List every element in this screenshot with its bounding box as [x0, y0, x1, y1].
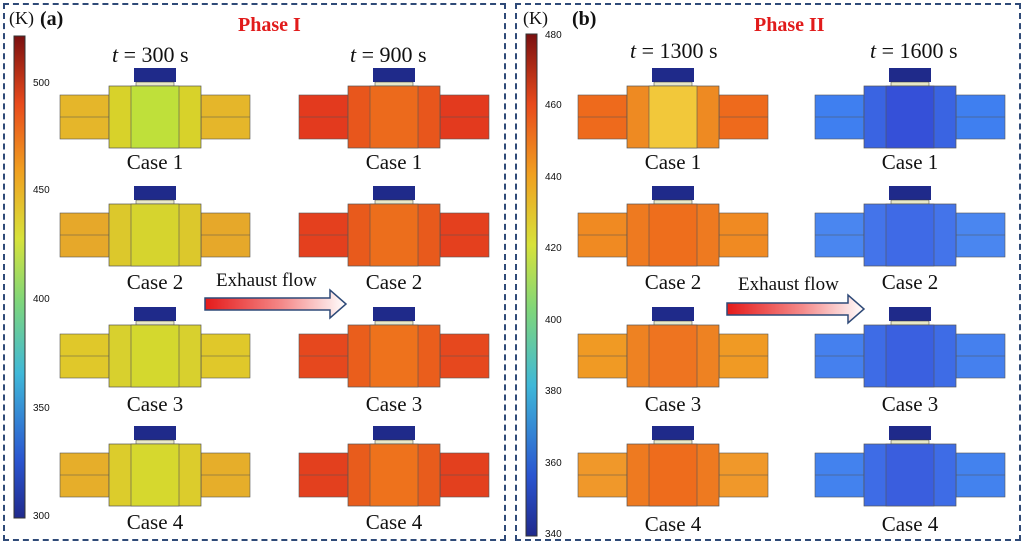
- heatsink-fins: [890, 81, 930, 87]
- panel-a-frame: [3, 3, 506, 541]
- time-label-a1: t = 300 s: [112, 42, 189, 67]
- heatsink-fins: [374, 199, 414, 205]
- heatsink-block: [889, 426, 931, 440]
- generator-core: [369, 324, 419, 388]
- case-label: Case 2: [365, 270, 423, 294]
- colorbar-b-tick: 340: [545, 529, 562, 540]
- heatsink-fins: [890, 199, 930, 205]
- heatsink-fins: [374, 439, 414, 445]
- generator-core: [648, 324, 698, 388]
- panel-label-b: (b): [572, 8, 597, 30]
- colorbar-a-tick: 300: [33, 511, 50, 522]
- case-label: Case 2: [881, 270, 939, 294]
- heatsink-block: [889, 307, 931, 321]
- generator-core: [885, 85, 935, 149]
- case-label: Case 2: [126, 270, 184, 294]
- colorbar-b-tick: 400: [545, 315, 562, 326]
- generator-core: [130, 203, 180, 267]
- generator-core: [130, 85, 180, 149]
- colorbar-a-tick: 350: [33, 403, 50, 414]
- heatsink-fins: [653, 439, 693, 445]
- heatsink-fins: [135, 199, 175, 205]
- case-label: Case 1: [126, 150, 184, 174]
- heatsink-block: [373, 426, 415, 440]
- case-label: Case 4: [881, 512, 939, 536]
- exhaust-flow-label-b: Exhaust flow: [738, 274, 839, 295]
- exhaust-flow-arrow-b: [726, 293, 866, 325]
- generator-core: [885, 324, 935, 388]
- colorbar-b: [525, 33, 538, 537]
- heatsink-block: [134, 426, 176, 440]
- heatsink-block: [652, 307, 694, 321]
- heatsink-block: [134, 307, 176, 321]
- heatsink-fins: [890, 320, 930, 326]
- heatsink-block: [373, 186, 415, 200]
- case-label: Case 1: [881, 150, 939, 174]
- colorbar-b-tick: 360: [545, 458, 562, 469]
- unit-label-b: (K): [523, 8, 548, 28]
- generator-core: [130, 443, 180, 507]
- colorbar-b-tick: 420: [545, 243, 562, 254]
- heatsink-block: [652, 426, 694, 440]
- heatsink-block: [373, 68, 415, 82]
- generator-core: [369, 443, 419, 507]
- generator-core: [648, 85, 698, 149]
- colorbar-a-tick: 400: [33, 294, 50, 305]
- colorbar-b-tick: 440: [545, 172, 562, 183]
- time-label-a2: t = 900 s: [350, 42, 427, 67]
- heatsink-fins: [653, 320, 693, 326]
- heatsink-fins: [374, 320, 414, 326]
- colorbar-b-tick: 460: [545, 100, 562, 111]
- heatsink-fins: [135, 81, 175, 87]
- case-label: Case 3: [126, 392, 184, 416]
- heatsink-fins: [653, 199, 693, 205]
- colorbar-a: [13, 35, 26, 519]
- generator-core: [130, 324, 180, 388]
- heatsink-block: [373, 307, 415, 321]
- case-label: Case 1: [644, 150, 702, 174]
- heatsink-block: [889, 68, 931, 82]
- phase-title-b: Phase II: [754, 14, 825, 36]
- heatsink-fins: [374, 81, 414, 87]
- exhaust-flow-arrow-a: [204, 288, 348, 320]
- generator-core: [885, 203, 935, 267]
- generator-core: [369, 85, 419, 149]
- heatsink-fins: [135, 320, 175, 326]
- heatsink-fins: [890, 439, 930, 445]
- heatsink-block: [652, 68, 694, 82]
- case-label: Case 4: [644, 512, 702, 536]
- time-label-b2: t = 1600 s: [870, 38, 958, 63]
- colorbar-b-tick: 480: [545, 30, 562, 41]
- generator-core: [369, 203, 419, 267]
- case-label: Case 3: [644, 392, 702, 416]
- case-label: Case 4: [126, 510, 184, 534]
- generator-core: [648, 203, 698, 267]
- phase-title-a: Phase I: [238, 14, 301, 36]
- generator-core: [648, 443, 698, 507]
- case-label: Case 4: [365, 510, 423, 534]
- panel-b-frame: [515, 3, 1021, 541]
- heatsink-fins: [135, 439, 175, 445]
- heatsink-fins: [653, 81, 693, 87]
- colorbar-b-tick: 380: [545, 386, 562, 397]
- colorbar-a-tick: 500: [33, 78, 50, 89]
- time-label-b1: t = 1300 s: [630, 38, 718, 63]
- generator-core: [885, 443, 935, 507]
- case-label: Case 1: [365, 150, 423, 174]
- case-label: Case 2: [644, 270, 702, 294]
- unit-label-a: (K): [9, 8, 34, 28]
- panel-label-a: (a): [40, 8, 64, 30]
- case-label: Case 3: [881, 392, 939, 416]
- heatsink-block: [134, 68, 176, 82]
- heatsink-block: [889, 186, 931, 200]
- exhaust-flow-label-a: Exhaust flow: [216, 270, 317, 291]
- case-label: Case 3: [365, 392, 423, 416]
- heatsink-block: [134, 186, 176, 200]
- heatsink-block: [652, 186, 694, 200]
- colorbar-a-tick: 450: [33, 185, 50, 196]
